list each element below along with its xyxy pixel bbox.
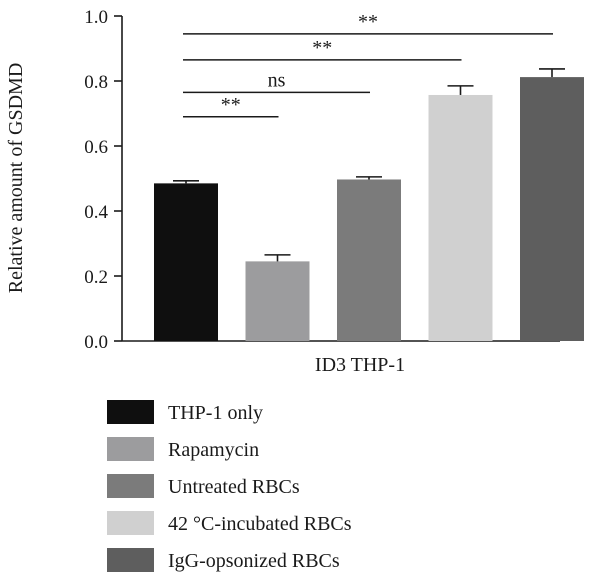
significance-label-4: ** [358, 11, 378, 33]
y-tick-label: 1.0 [84, 7, 108, 28]
x-axis-group-label: ID3 THP-1 [315, 354, 405, 376]
legend-label-2: Rapamycin [168, 439, 259, 461]
legend: THP-1 only Rapamycin Untreated RBCs 42 °C-i… [107, 400, 352, 572]
significance-label-1: ** [221, 94, 241, 116]
bar-1 [154, 183, 218, 341]
legend-swatch-5 [107, 548, 154, 572]
legend-label-5: IgG-opsonized RBCs [168, 550, 340, 572]
significance-label-2: ns [268, 69, 286, 91]
legend-swatch-4 [107, 511, 154, 535]
legend-swatch-3 [107, 474, 154, 498]
legend-label-1: THP-1 only [168, 402, 263, 424]
bar-3 [337, 179, 401, 341]
y-tick-label: 0.6 [84, 137, 108, 158]
y-tick-label: 0.2 [84, 267, 108, 288]
bar-2 [245, 261, 310, 341]
bar-5 [520, 77, 584, 341]
significance-label-3: ** [312, 37, 332, 59]
legend-swatch-1 [107, 400, 154, 424]
bars [154, 68, 584, 341]
significance-brackets: ** ns ** ** [183, 11, 553, 118]
bar-4 [428, 94, 493, 341]
y-axis-title: Relative amount of GSDMD [5, 63, 27, 294]
y-tick-label: 0.0 [84, 332, 108, 353]
y-tick-label: 0.4 [84, 202, 108, 223]
y-tick-label: 0.8 [84, 72, 108, 93]
legend-label-3: Untreated RBCs [168, 476, 300, 498]
legend-label-4: 42 °C-incubated RBCs [168, 513, 352, 535]
legend-swatch-2 [107, 437, 154, 461]
